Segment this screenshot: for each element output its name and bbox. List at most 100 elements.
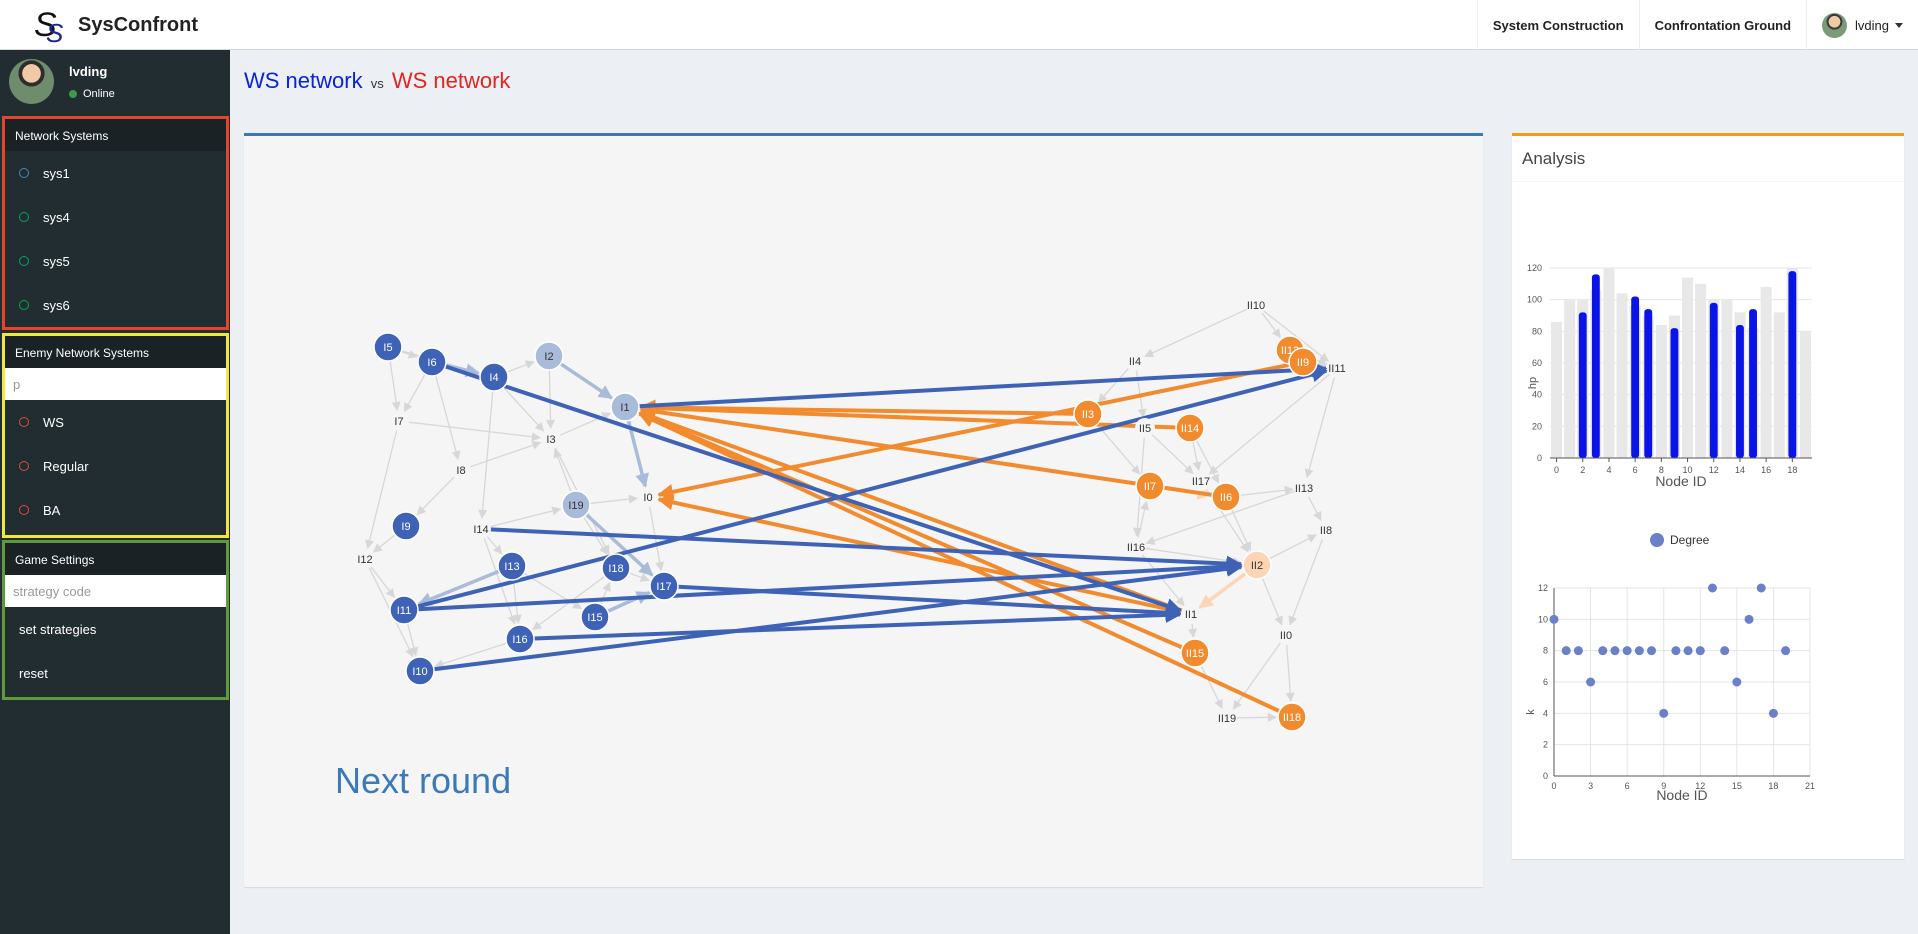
network-node[interactable]: I12 <box>355 549 375 569</box>
node-circle <box>389 411 409 431</box>
network-node[interactable]: II2 <box>1242 550 1272 580</box>
node-circle <box>373 332 403 362</box>
next-round-button[interactable]: Next round <box>335 760 512 801</box>
network-node[interactable]: I2 <box>534 341 564 371</box>
network-system-item[interactable]: sys1 <box>5 151 226 195</box>
network-node[interactable]: II6 <box>1211 482 1241 512</box>
network-node[interactable]: II17 <box>1191 471 1211 491</box>
network-system-item[interactable]: sys5 <box>5 239 226 283</box>
network-node[interactable]: I19 <box>561 490 591 520</box>
network-node[interactable]: I16 <box>505 624 535 654</box>
network-node[interactable]: II3 <box>1073 399 1103 429</box>
nav-confrontation-ground[interactable]: Confrontation Ground <box>1638 0 1806 50</box>
network-node[interactable]: II16 <box>1126 537 1146 557</box>
nav-system-construction[interactable]: System Construction <box>1476 0 1639 50</box>
node-circle <box>541 429 561 449</box>
network-node[interactable]: II18 <box>1277 702 1307 732</box>
y-axis-label: hp <box>1527 377 1539 389</box>
network-node[interactable]: II9 <box>1288 347 1318 377</box>
node-label: I4 <box>489 372 498 384</box>
network-node[interactable]: II11 <box>1327 358 1347 378</box>
network-node[interactable]: II8 <box>1316 520 1336 540</box>
network-node[interactable]: I4 <box>479 362 509 392</box>
set-strategies-button[interactable]: set strategies <box>19 621 97 637</box>
bar <box>1591 274 1600 458</box>
network-node[interactable]: I6 <box>417 347 447 377</box>
brand[interactable]: S S SysConfront <box>30 4 198 48</box>
network-node[interactable]: II5 <box>1135 418 1155 438</box>
strategy-code-input[interactable] <box>5 575 226 607</box>
network-node[interactable]: II4 <box>1125 351 1145 371</box>
circle-icon <box>19 168 29 178</box>
y-tick-label: 10 <box>1538 614 1548 624</box>
y-tick-label: 40 <box>1532 390 1542 400</box>
y-tick-label: 6 <box>1543 677 1548 687</box>
node-circle <box>505 624 535 654</box>
scatter-point <box>1707 583 1717 593</box>
hp-bar-chart: 0 20 40 60 80 100 120 0 2 4 6 8 10 12 14 16 18 Node ID hp <box>1527 263 1812 489</box>
node-circle <box>405 656 435 686</box>
scatter-point <box>1781 646 1791 656</box>
network-node[interactable]: II14 <box>1175 413 1205 443</box>
caret-down-icon <box>1895 22 1903 28</box>
network-node[interactable]: I10 <box>405 656 435 686</box>
node-circle <box>1217 708 1237 728</box>
user-menu-name: lvding <box>1855 17 1889 33</box>
bar-background <box>1603 268 1615 458</box>
node-label: I3 <box>546 434 555 446</box>
network-node[interactable]: I7 <box>389 411 409 431</box>
brand-name: SysConfront <box>78 13 198 36</box>
network-node[interactable]: I11 <box>389 595 419 625</box>
network-node[interactable]: II10 <box>1246 295 1266 315</box>
node-label: I10 <box>412 666 427 678</box>
network-node[interactable]: I9 <box>391 511 421 541</box>
y-tick-label: 80 <box>1532 326 1542 336</box>
enemy-systems-box: Enemy Network Systems WS Regular BA <box>2 333 229 538</box>
network-node[interactable]: I15 <box>580 602 610 632</box>
network-node[interactable]: II1 <box>1181 604 1201 624</box>
y-tick-label: 12 <box>1538 583 1548 593</box>
x-tick-label: 6 <box>1633 465 1638 475</box>
title-right-network: WS network <box>391 68 511 93</box>
network-node[interactable]: I17 <box>649 571 679 601</box>
network-node[interactable]: II7 <box>1135 471 1165 501</box>
enemy-system-item[interactable]: BA <box>5 488 226 532</box>
network-node[interactable]: I13 <box>497 551 527 581</box>
bar-background <box>1616 293 1628 458</box>
bar-background <box>1564 299 1576 458</box>
node-label: II4 <box>1129 356 1141 368</box>
network-node[interactable]: I3 <box>541 429 561 449</box>
network-node[interactable]: I1 <box>610 392 640 422</box>
network-node[interactable]: II0 <box>1276 625 1296 645</box>
node-label: I19 <box>568 500 583 512</box>
network-node[interactable]: II15 <box>1180 638 1210 668</box>
network-node[interactable]: II19 <box>1217 708 1237 728</box>
node-circle <box>1126 537 1146 557</box>
x-tick-label: 0 <box>1551 781 1556 791</box>
y-tick-label: 120 <box>1527 263 1542 273</box>
network-node[interactable]: I0 <box>638 487 658 507</box>
title-left-network: WS network <box>244 68 363 93</box>
network-node[interactable]: I5 <box>373 332 403 362</box>
network-node[interactable]: II13 <box>1294 478 1314 498</box>
x-axis-label: Node ID <box>1655 473 1706 489</box>
node-circle <box>1294 478 1314 498</box>
top-nav-menu: System Construction Confrontation Ground… <box>1476 0 1918 50</box>
node-label: I5 <box>383 342 392 354</box>
enemy-search-input[interactable] <box>5 368 226 400</box>
svg-text:S: S <box>34 6 57 44</box>
network-system-item[interactable]: sys6 <box>5 283 226 327</box>
enemy-system-item[interactable]: WS <box>5 400 226 444</box>
node-label: II19 <box>1218 713 1236 725</box>
node-label: II11 <box>1328 363 1346 375</box>
user-status-label: Online <box>83 88 115 100</box>
network-node[interactable]: I8 <box>451 460 471 480</box>
user-menu[interactable]: lvding <box>1806 0 1918 50</box>
network-node[interactable]: I14 <box>471 519 491 539</box>
reset-button[interactable]: reset <box>19 665 48 681</box>
circle-icon <box>19 256 29 266</box>
network-system-item[interactable]: sys4 <box>5 195 226 239</box>
node-circle <box>1211 482 1241 512</box>
enemy-system-item[interactable]: Regular <box>5 444 226 488</box>
network-node[interactable]: I18 <box>601 553 631 583</box>
